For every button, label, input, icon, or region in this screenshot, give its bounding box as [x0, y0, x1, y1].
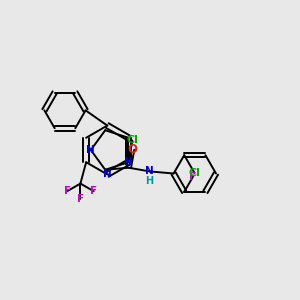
- Text: N: N: [86, 145, 95, 155]
- Text: F: F: [190, 172, 196, 182]
- Text: F: F: [64, 186, 71, 196]
- Text: Cl: Cl: [126, 136, 138, 146]
- Text: F: F: [77, 194, 84, 204]
- Text: N: N: [103, 169, 112, 179]
- Text: O: O: [127, 143, 137, 156]
- Text: Cl: Cl: [189, 168, 200, 178]
- Text: N: N: [145, 167, 154, 176]
- Text: N: N: [124, 157, 133, 167]
- Text: F: F: [90, 186, 97, 196]
- Text: H: H: [146, 176, 154, 186]
